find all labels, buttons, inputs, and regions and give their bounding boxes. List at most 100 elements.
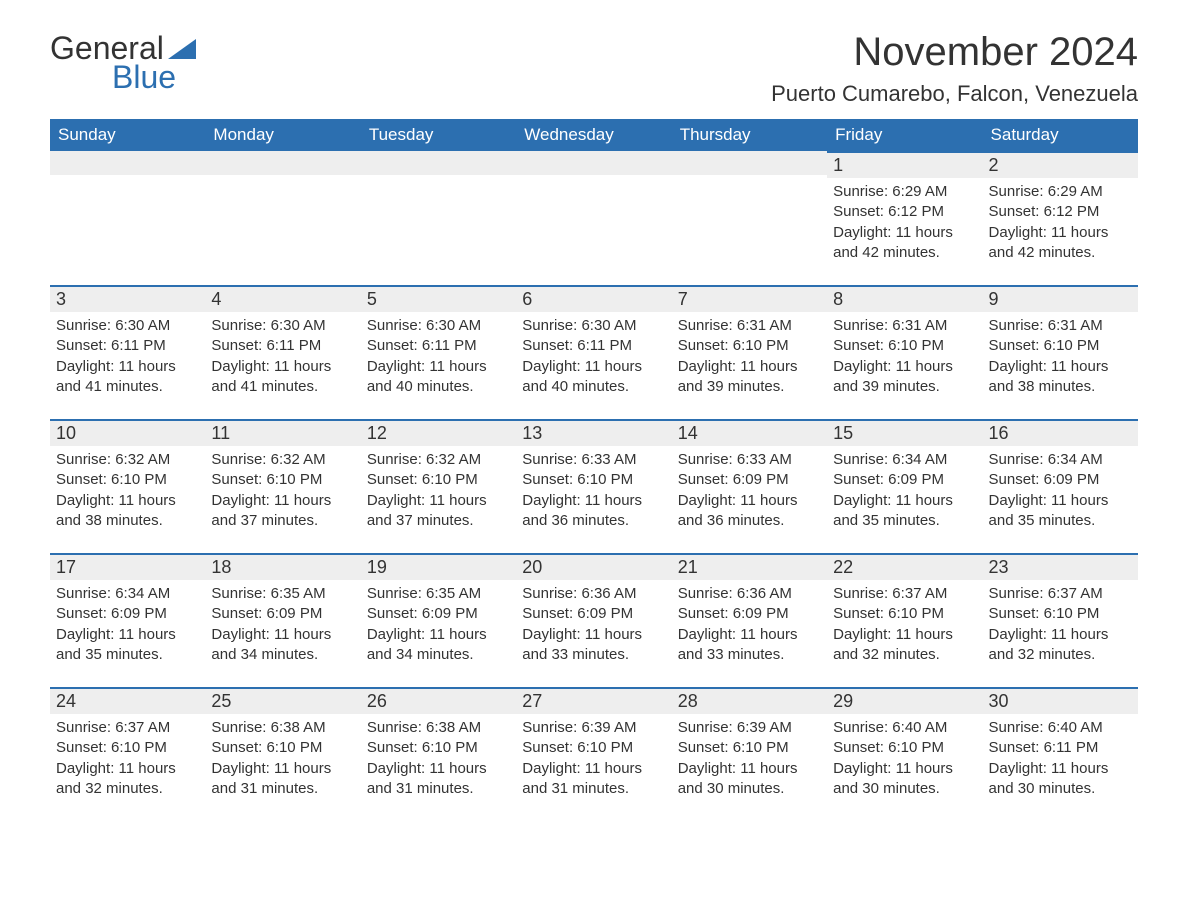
daylight-text: Daylight: 11 hours and 41 minutes. [56, 357, 199, 398]
daylight-text: Daylight: 11 hours and 42 minutes. [833, 223, 976, 264]
day-details: Sunrise: 6:40 AMSunset: 6:11 PMDaylight:… [983, 714, 1138, 803]
day-details: Sunrise: 6:31 AMSunset: 6:10 PMDaylight:… [827, 312, 982, 401]
weekday-header: Wednesday [516, 119, 671, 151]
sunset-text: Sunset: 6:09 PM [522, 604, 665, 624]
calendar-cell [516, 151, 671, 285]
calendar-cell: 5Sunrise: 6:30 AMSunset: 6:11 PMDaylight… [361, 285, 516, 419]
daylight-text: Daylight: 11 hours and 36 minutes. [678, 491, 821, 532]
calendar-cell: 28Sunrise: 6:39 AMSunset: 6:10 PMDayligh… [672, 687, 827, 821]
sunset-text: Sunset: 6:10 PM [211, 470, 354, 490]
empty-day [50, 151, 205, 175]
calendar-cell: 20Sunrise: 6:36 AMSunset: 6:09 PMDayligh… [516, 553, 671, 687]
day-number: 16 [983, 419, 1138, 446]
logo: General Blue [50, 30, 196, 96]
day-number: 1 [827, 151, 982, 178]
sunset-text: Sunset: 6:11 PM [211, 336, 354, 356]
daylight-text: Daylight: 11 hours and 39 minutes. [678, 357, 821, 398]
empty-day [672, 151, 827, 175]
day-number: 2 [983, 151, 1138, 178]
daylight-text: Daylight: 11 hours and 42 minutes. [989, 223, 1132, 264]
calendar-cell: 17Sunrise: 6:34 AMSunset: 6:09 PMDayligh… [50, 553, 205, 687]
sunset-text: Sunset: 6:10 PM [211, 738, 354, 758]
day-number: 21 [672, 553, 827, 580]
calendar-cell: 18Sunrise: 6:35 AMSunset: 6:09 PMDayligh… [205, 553, 360, 687]
header: General Blue November 2024 Puerto Cumare… [50, 30, 1138, 107]
sunrise-text: Sunrise: 6:32 AM [367, 450, 510, 470]
daylight-text: Daylight: 11 hours and 41 minutes. [211, 357, 354, 398]
day-number: 6 [516, 285, 671, 312]
empty-day [516, 151, 671, 175]
day-number: 27 [516, 687, 671, 714]
sunrise-text: Sunrise: 6:38 AM [211, 718, 354, 738]
sunset-text: Sunset: 6:10 PM [367, 470, 510, 490]
calendar-cell: 22Sunrise: 6:37 AMSunset: 6:10 PMDayligh… [827, 553, 982, 687]
calendar-cell: 19Sunrise: 6:35 AMSunset: 6:09 PMDayligh… [361, 553, 516, 687]
daylight-text: Daylight: 11 hours and 33 minutes. [678, 625, 821, 666]
sunrise-text: Sunrise: 6:40 AM [833, 718, 976, 738]
calendar-cell: 9Sunrise: 6:31 AMSunset: 6:10 PMDaylight… [983, 285, 1138, 419]
calendar-cell [672, 151, 827, 285]
daylight-text: Daylight: 11 hours and 37 minutes. [367, 491, 510, 532]
daylight-text: Daylight: 11 hours and 35 minutes. [833, 491, 976, 532]
sunrise-text: Sunrise: 6:29 AM [989, 182, 1132, 202]
sunset-text: Sunset: 6:11 PM [367, 336, 510, 356]
sunset-text: Sunset: 6:12 PM [989, 202, 1132, 222]
calendar-week-row: 24Sunrise: 6:37 AMSunset: 6:10 PMDayligh… [50, 687, 1138, 821]
sunset-text: Sunset: 6:11 PM [522, 336, 665, 356]
day-number: 24 [50, 687, 205, 714]
sunrise-text: Sunrise: 6:32 AM [211, 450, 354, 470]
calendar-cell: 10Sunrise: 6:32 AMSunset: 6:10 PMDayligh… [50, 419, 205, 553]
sunrise-text: Sunrise: 6:29 AM [833, 182, 976, 202]
sunrise-text: Sunrise: 6:31 AM [989, 316, 1132, 336]
day-details: Sunrise: 6:35 AMSunset: 6:09 PMDaylight:… [361, 580, 516, 669]
calendar-cell: 12Sunrise: 6:32 AMSunset: 6:10 PMDayligh… [361, 419, 516, 553]
calendar-week-row: 17Sunrise: 6:34 AMSunset: 6:09 PMDayligh… [50, 553, 1138, 687]
sunrise-text: Sunrise: 6:30 AM [367, 316, 510, 336]
sunrise-text: Sunrise: 6:36 AM [522, 584, 665, 604]
day-number: 11 [205, 419, 360, 446]
day-details: Sunrise: 6:37 AMSunset: 6:10 PMDaylight:… [827, 580, 982, 669]
sunset-text: Sunset: 6:09 PM [678, 604, 821, 624]
sunset-text: Sunset: 6:09 PM [678, 470, 821, 490]
sunrise-text: Sunrise: 6:31 AM [833, 316, 976, 336]
day-details: Sunrise: 6:32 AMSunset: 6:10 PMDaylight:… [361, 446, 516, 535]
location: Puerto Cumarebo, Falcon, Venezuela [771, 81, 1138, 107]
sunset-text: Sunset: 6:10 PM [833, 604, 976, 624]
calendar-cell: 4Sunrise: 6:30 AMSunset: 6:11 PMDaylight… [205, 285, 360, 419]
sunset-text: Sunset: 6:10 PM [56, 738, 199, 758]
calendar-cell [205, 151, 360, 285]
day-details: Sunrise: 6:29 AMSunset: 6:12 PMDaylight:… [983, 178, 1138, 267]
daylight-text: Daylight: 11 hours and 32 minutes. [989, 625, 1132, 666]
sunset-text: Sunset: 6:10 PM [833, 738, 976, 758]
sunrise-text: Sunrise: 6:30 AM [211, 316, 354, 336]
day-number: 17 [50, 553, 205, 580]
calendar-cell: 21Sunrise: 6:36 AMSunset: 6:09 PMDayligh… [672, 553, 827, 687]
day-number: 7 [672, 285, 827, 312]
day-details: Sunrise: 6:30 AMSunset: 6:11 PMDaylight:… [361, 312, 516, 401]
sunrise-text: Sunrise: 6:37 AM [989, 584, 1132, 604]
sunrise-text: Sunrise: 6:38 AM [367, 718, 510, 738]
daylight-text: Daylight: 11 hours and 31 minutes. [522, 759, 665, 800]
day-number: 22 [827, 553, 982, 580]
calendar-cell: 30Sunrise: 6:40 AMSunset: 6:11 PMDayligh… [983, 687, 1138, 821]
daylight-text: Daylight: 11 hours and 35 minutes. [56, 625, 199, 666]
calendar-week-row: 3Sunrise: 6:30 AMSunset: 6:11 PMDaylight… [50, 285, 1138, 419]
daylight-text: Daylight: 11 hours and 38 minutes. [989, 357, 1132, 398]
daylight-text: Daylight: 11 hours and 40 minutes. [522, 357, 665, 398]
day-number: 23 [983, 553, 1138, 580]
day-details: Sunrise: 6:33 AMSunset: 6:09 PMDaylight:… [672, 446, 827, 535]
day-details: Sunrise: 6:29 AMSunset: 6:12 PMDaylight:… [827, 178, 982, 267]
day-number: 13 [516, 419, 671, 446]
weekday-header: Thursday [672, 119, 827, 151]
calendar-cell: 2Sunrise: 6:29 AMSunset: 6:12 PMDaylight… [983, 151, 1138, 285]
sunrise-text: Sunrise: 6:37 AM [56, 718, 199, 738]
day-number: 3 [50, 285, 205, 312]
daylight-text: Daylight: 11 hours and 40 minutes. [367, 357, 510, 398]
day-details: Sunrise: 6:40 AMSunset: 6:10 PMDaylight:… [827, 714, 982, 803]
calendar-cell: 23Sunrise: 6:37 AMSunset: 6:10 PMDayligh… [983, 553, 1138, 687]
weekday-header: Tuesday [361, 119, 516, 151]
daylight-text: Daylight: 11 hours and 32 minutes. [56, 759, 199, 800]
daylight-text: Daylight: 11 hours and 37 minutes. [211, 491, 354, 532]
day-details: Sunrise: 6:35 AMSunset: 6:09 PMDaylight:… [205, 580, 360, 669]
day-details: Sunrise: 6:30 AMSunset: 6:11 PMDaylight:… [50, 312, 205, 401]
